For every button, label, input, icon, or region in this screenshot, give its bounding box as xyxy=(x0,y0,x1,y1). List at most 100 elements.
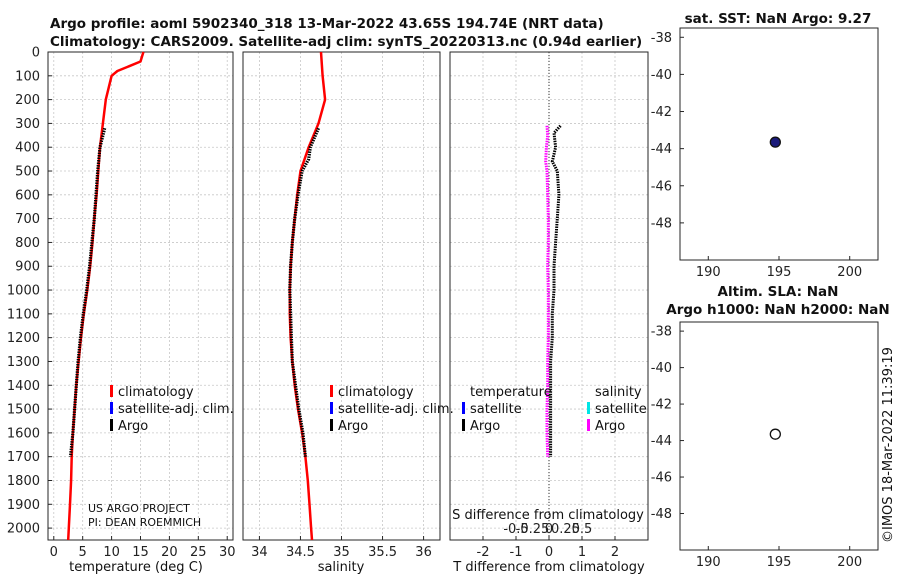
temperature-legend: climatology satellite-adj. clim. Argo xyxy=(110,385,234,434)
legend-label-argo: Argo xyxy=(118,419,148,434)
y-tick-label: -46 xyxy=(651,179,672,194)
y-tick-label: -42 xyxy=(651,398,672,413)
legend-label-t-satellite: satellite xyxy=(470,402,522,417)
x-tick-label: 0 xyxy=(50,545,58,560)
x-tick-label: 200 xyxy=(837,265,862,280)
s-tick-label: 0.25 xyxy=(551,522,580,537)
y-tick-label: 2000 xyxy=(7,522,40,537)
x-tick-label: 5 xyxy=(79,545,87,560)
difference-xlabel: T difference from climatology xyxy=(452,560,645,575)
s-tick-label: -0.25 xyxy=(516,522,550,537)
legend-salinity-title: salinity xyxy=(595,385,642,400)
legend-label-s-argo: Argo xyxy=(595,419,625,434)
legend-swatch-satellite xyxy=(110,402,113,414)
legend-label-climatology: climatology xyxy=(338,385,414,400)
y-tick-label: 300 xyxy=(15,117,40,132)
x-tick-label: 25 xyxy=(190,545,207,560)
y-tick-label: 1400 xyxy=(7,379,40,394)
x-tick-label: 200 xyxy=(837,555,862,570)
y-tick-label: -40 xyxy=(651,68,672,83)
y-tick-label: -46 xyxy=(651,471,672,486)
profile-location-marker xyxy=(769,136,781,148)
y-tick-label: 900 xyxy=(15,260,40,275)
legend-label-satellite: satellite-adj. clim. xyxy=(338,402,454,417)
altimetry-map-panel: -38 -40 -42 -44 -46 -48 190 195 200 xyxy=(651,321,879,570)
x-tick-label: 195 xyxy=(767,555,792,570)
y-tick-label: 1500 xyxy=(7,403,40,418)
x-tick-label: 1 xyxy=(578,545,586,560)
series-s-difference-argo xyxy=(544,125,550,457)
y-tick-label: 1700 xyxy=(7,450,40,465)
x-tick-label: 0 xyxy=(545,545,553,560)
salinity-legend: climatology satellite-adj. clim. Argo xyxy=(330,385,454,434)
legend-label-climatology: climatology xyxy=(118,385,194,400)
profile-location-marker xyxy=(769,428,781,440)
y-tick-label: -40 xyxy=(651,361,672,376)
y-tick-label: 1000 xyxy=(7,284,40,299)
x-tick-label: -1 xyxy=(510,545,523,560)
axes-box xyxy=(242,51,441,541)
x-tick-label: 34.5 xyxy=(286,545,315,560)
salinity-panel: 34 34.5 35 35.5 36 xyxy=(242,51,441,560)
y-tick-label: 0 xyxy=(32,46,40,61)
x-tick-label: 190 xyxy=(696,555,721,570)
series-argo xyxy=(288,127,320,457)
difference-top-label: S difference from climatology xyxy=(452,508,644,523)
y-tick-label: 100 xyxy=(15,69,40,84)
legend-swatch-climatology xyxy=(330,385,333,397)
legend-swatch-satellite xyxy=(330,402,333,414)
x-tick-label: 195 xyxy=(767,265,792,280)
y-tick-label: 400 xyxy=(15,141,40,156)
y-tick-label: 800 xyxy=(15,236,40,251)
y-tick-label: -44 xyxy=(651,434,672,449)
legend-temperature-title: temperature xyxy=(470,385,552,400)
series-climatology xyxy=(66,51,145,541)
y-tick-label: 1100 xyxy=(7,307,40,322)
x-tick-label: 15 xyxy=(132,545,149,560)
altim-map-title2: Argo h1000: NaN h2000: NaN xyxy=(666,302,889,318)
y-tick-label: -48 xyxy=(651,216,672,231)
x-tick-label: 35.5 xyxy=(368,545,397,560)
altim-map-title1: Altim. SLA: NaN xyxy=(718,284,839,300)
y-tick-label: -42 xyxy=(651,105,672,120)
y-tick-label: -44 xyxy=(651,142,672,157)
axes-box xyxy=(47,51,234,541)
series-t-difference-argo- xyxy=(549,124,562,457)
x-tick-label: -2 xyxy=(477,545,490,560)
y-tick-label: 1600 xyxy=(7,426,40,441)
sst-map-panel: -38 -40 -42 -44 -46 -48 190 195 200 xyxy=(651,27,879,280)
salinity-xlabel: salinity xyxy=(318,560,365,575)
y-tick-label: 1900 xyxy=(7,498,40,513)
series-argo xyxy=(68,127,107,457)
legend-swatch-t-satellite xyxy=(462,402,465,414)
title-line2: Climatology: CARS2009. Satellite-adj cli… xyxy=(50,34,642,50)
pi-label: PI: DEAN ROEMMICH xyxy=(88,516,201,529)
y-tick-label: 200 xyxy=(15,93,40,108)
legend-label-argo: Argo xyxy=(338,419,368,434)
legend-swatch-s-satellite xyxy=(587,402,590,414)
y-tick-label: 600 xyxy=(15,188,40,203)
legend-swatch-climatology xyxy=(110,385,113,397)
y-tick-label: 1800 xyxy=(7,474,40,489)
s-tick-label: 0 xyxy=(545,522,553,537)
y-tick-label: -38 xyxy=(651,31,672,46)
y-tick-label: 700 xyxy=(15,212,40,227)
x-tick-label: 190 xyxy=(696,265,721,280)
x-tick-label: 34 xyxy=(251,545,268,560)
legend-swatch-t-argo xyxy=(462,419,465,431)
x-tick-label: 35 xyxy=(333,545,350,560)
y-tick-label: 1300 xyxy=(7,355,40,370)
x-tick-label: 36 xyxy=(415,545,432,560)
title-line1: Argo profile: aoml 5902340_318 13-Mar-20… xyxy=(50,16,604,32)
sst-map-title: sat. SST: NaN Argo: 9.27 xyxy=(685,11,872,27)
legend-swatch-s-argo xyxy=(587,419,590,431)
legend-label-s-satellite: satellite xyxy=(595,402,647,417)
y-tick-label: 500 xyxy=(15,165,40,180)
x-tick-label: 20 xyxy=(161,545,178,560)
legend-swatch-argo xyxy=(330,419,333,431)
y-tick-label: -48 xyxy=(651,507,672,522)
difference-legend: temperature satellite Argo salinity sate… xyxy=(462,385,647,434)
series-climatology xyxy=(288,51,327,541)
